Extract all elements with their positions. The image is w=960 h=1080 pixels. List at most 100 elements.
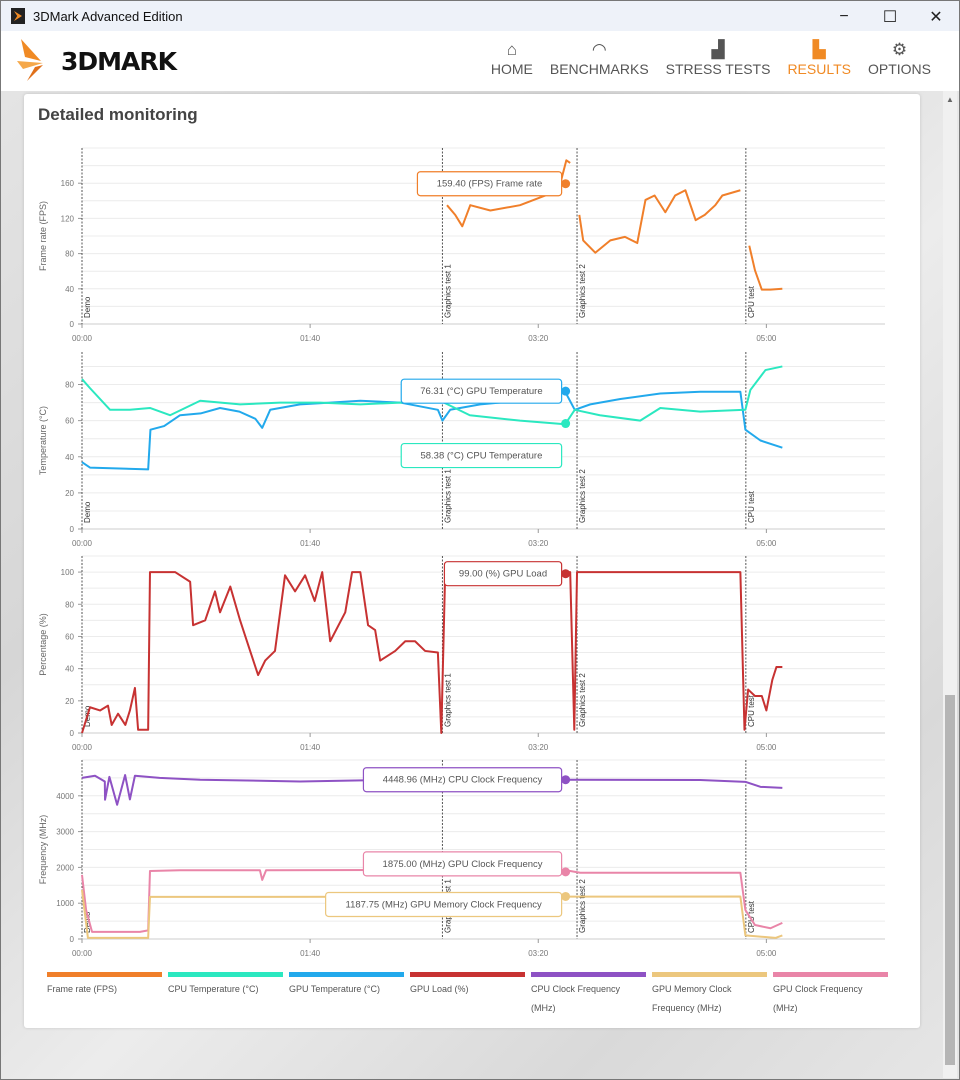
x-tick-label: 01:40 [300, 539, 321, 548]
test-marker-label: Graphics test 1 [443, 469, 452, 523]
test-marker-label: CPU test [747, 694, 756, 727]
test-marker-label: Demo [83, 911, 92, 933]
y-tick-label: 20 [65, 489, 74, 498]
x-tick-label: 03:20 [528, 743, 549, 752]
y-axis-label: Percentage (%) [38, 613, 48, 676]
logo-flame-icon [17, 39, 43, 81]
gear-icon: ⚙ [891, 40, 908, 59]
y-axis-label: Temperature (°C) [38, 406, 48, 475]
legend-item[interactable]: CPU Clock Frequency (MHz) [531, 972, 646, 1018]
legend-swatch [410, 972, 525, 977]
y-tick-label: 60 [65, 632, 74, 641]
nav-label: HOME [490, 61, 533, 77]
x-tick-label: 03:20 [528, 539, 549, 548]
x-tick-label: 01:40 [300, 334, 321, 343]
legend-label: GPU Temperature (°C) [289, 984, 380, 994]
x-tick-label: 01:40 [300, 949, 321, 958]
tooltip-text: 1187.75 (MHz) GPU Memory Clock Frequency [346, 899, 542, 910]
legend-swatch [652, 972, 767, 977]
window-title: 3DMark Advanced Edition [33, 8, 183, 24]
y-tick-label: 3000 [56, 828, 74, 837]
y-tick-label: 0 [70, 525, 75, 534]
scroll-thumb[interactable] [945, 695, 955, 1065]
data-point-marker [561, 891, 571, 901]
legend-item[interactable]: GPU Memory Clock Frequency (MHz) [652, 972, 767, 1018]
y-tick-label: 80 [65, 600, 74, 609]
series-line [748, 245, 783, 291]
bar-chart-icon: ▟ [711, 40, 725, 59]
nav-label: RESULTS [787, 61, 851, 77]
legend-label: Frame rate (FPS) [47, 984, 118, 994]
card-title: Detailed monitoring [38, 105, 198, 124]
nav-home[interactable]: ⌂ HOME [491, 39, 533, 77]
y-tick-label: 160 [61, 179, 75, 188]
test-marker-label: CPU test [747, 490, 756, 523]
y-tick-label: 60 [65, 417, 74, 426]
y-axis-label: Frame rate (FPS) [38, 201, 48, 271]
tooltip-text: 58.38 (°C) CPU Temperature [420, 451, 542, 462]
legend-item[interactable]: GPU Temperature (°C) [289, 972, 404, 1018]
y-tick-label: 0 [70, 935, 75, 944]
y-tick-label: 80 [65, 381, 74, 390]
series-line [81, 868, 783, 933]
y-axis-label: Frequency (MHz) [38, 815, 48, 885]
data-point-marker [561, 386, 571, 396]
legend-swatch [289, 972, 404, 977]
y-tick-label: 4000 [56, 792, 74, 801]
home-icon: ⌂ [506, 40, 517, 59]
y-tick-label: 0 [70, 729, 75, 738]
x-tick-label: 03:20 [528, 949, 549, 958]
test-marker-label: Graphics test 2 [578, 264, 587, 318]
nav-options[interactable]: ⚙ OPTIONS [868, 39, 931, 77]
data-point-marker [561, 419, 571, 429]
series-line [446, 159, 571, 228]
legend-label: CPU Clock Frequency (MHz) [531, 984, 621, 1013]
tooltip-text: 1875.00 (MHz) GPU Clock Frequency [383, 859, 543, 870]
content-area: Detailed monitoring ▲ [0, 91, 960, 1080]
scroll-up-arrow-icon[interactable]: ▲ [946, 95, 954, 104]
test-marker-label: Demo [83, 296, 92, 318]
series-line [81, 571, 783, 734]
data-point-marker [561, 775, 571, 785]
nav-stress-tests[interactable]: ▟ STRESS TESTS [666, 39, 771, 77]
y-tick-label: 2000 [56, 863, 74, 872]
test-marker-label: Graphics test 1 [443, 673, 452, 727]
tooltip-box [325, 891, 563, 918]
vertical-scrollbar[interactable]: ▲ [943, 91, 957, 1078]
nav-results[interactable]: ▙ RESULTS [787, 39, 851, 77]
x-tick-label: 05:00 [756, 334, 777, 343]
legend-label: GPU Load (%) [410, 984, 469, 994]
x-tick-label: 05:00 [756, 539, 777, 548]
nav-label: STRESS TESTS [665, 61, 771, 77]
minimize-button[interactable]: − [839, 7, 849, 25]
test-marker-label: CPU test [747, 285, 756, 318]
test-marker-label: Graphics test 2 [578, 673, 587, 727]
results-icon: ▙ [812, 40, 826, 59]
legend-item[interactable]: Frame rate (FPS) [47, 972, 162, 1018]
gauge-icon: ◠ [591, 40, 607, 59]
data-point-marker [561, 569, 571, 579]
legend-item[interactable]: GPU Load (%) [410, 972, 525, 1018]
test-marker-label: CPU test [747, 900, 756, 933]
y-tick-label: 1000 [56, 899, 74, 908]
series-line [578, 189, 741, 254]
maximize-button[interactable]: ☐ [882, 8, 898, 26]
legend-item[interactable]: CPU Temperature (°C) [168, 972, 283, 1018]
nav-benchmarks[interactable]: ◠ BENCHMARKS [550, 39, 649, 77]
x-tick-label: 01:40 [300, 743, 321, 752]
y-tick-label: 40 [65, 453, 74, 462]
legend-swatch [531, 972, 646, 977]
y-tick-label: 80 [65, 250, 74, 259]
tooltip-text: 76.31 (°C) GPU Temperature [420, 386, 542, 397]
x-tick-label: 00:00 [72, 743, 93, 752]
legend-label: CPU Temperature (°C) [168, 984, 259, 994]
y-tick-label: 100 [61, 568, 75, 577]
3dmark-logo[interactable]: 3DMARK [17, 37, 177, 81]
app-icon [11, 8, 25, 24]
x-tick-label: 00:00 [72, 539, 93, 548]
legend-item[interactable]: GPU Clock Frequency (MHz) [773, 972, 888, 1018]
close-button[interactable]: ✕ [929, 8, 943, 26]
test-marker-label: Graphics test 1 [443, 264, 452, 318]
legend-label: GPU Clock Frequency (MHz) [773, 984, 863, 1013]
